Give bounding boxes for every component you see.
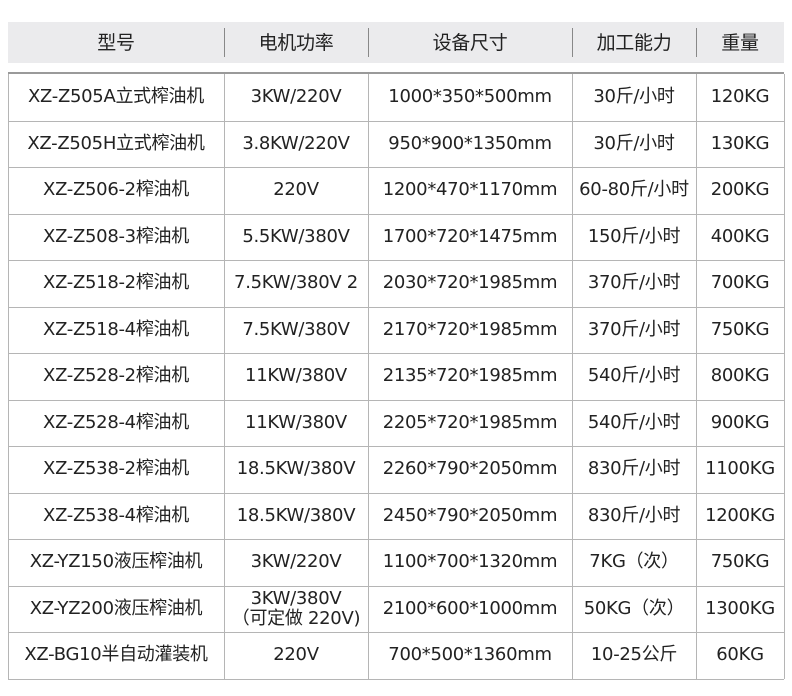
table-cell: 50KG（次） (583, 597, 685, 619)
table-cell: 400KG (710, 225, 770, 247)
row-border (8, 585, 784, 587)
table-cell: 1200*470*1170mm (382, 179, 558, 201)
table-cell: 1100KG (705, 458, 775, 480)
header-cell: 重量 (721, 31, 759, 54)
table-cell: 830斤/小时 (587, 504, 681, 526)
row-border (8, 539, 784, 540)
column-border (368, 74, 369, 679)
column-border (696, 74, 697, 679)
column-border (572, 74, 573, 679)
row-border (8, 213, 784, 215)
table-cell: 700*500*1360mm (388, 644, 552, 666)
table-cell: 1000*350*500mm (388, 86, 552, 108)
table-cell: 120KG (710, 86, 770, 108)
table-cell: 130KG (710, 132, 770, 154)
table-cell: 18.5KW/380V (236, 504, 356, 526)
row-border (8, 399, 784, 401)
table-cell: XZ-YZ200液压榨油机 (29, 597, 203, 619)
column-border (224, 74, 225, 679)
table-cell: 7KG（次） (589, 551, 679, 573)
table-cell: 220V (273, 644, 319, 666)
header-background (8, 22, 784, 63)
table-cell: 60-80斤/小时 (579, 179, 689, 201)
table-top-border (8, 72, 784, 74)
table-cell: 540斤/小时 (587, 411, 681, 433)
header-divider (696, 28, 697, 57)
table-cell: 3KW/380V （可定做 220V) (231, 587, 361, 629)
table-cell: 3.8KW/220V (242, 132, 350, 154)
table-cell: XZ-Z538-4榨油机 (43, 504, 189, 526)
header-cell: 型号 (97, 31, 135, 54)
table-cell: 11KW/380V (245, 411, 347, 433)
table-cell: 1100*700*1320mm (382, 551, 558, 573)
table-cell: 2450*790*2050mm (382, 504, 558, 526)
column-border (8, 74, 9, 679)
table-cell: 60KG (716, 644, 764, 666)
header-cell: 设备尺寸 (432, 31, 508, 54)
row-border (8, 678, 784, 680)
table-cell: XZ-Z505H立式榨油机 (27, 132, 205, 154)
row-border (8, 492, 784, 494)
table-cell: 30斤/小时 (593, 86, 675, 108)
table-cell: XZ-Z538-2榨油机 (43, 458, 189, 480)
table-cell: XZ-Z518-4榨油机 (43, 318, 189, 340)
header-divider (572, 28, 573, 57)
table-cell: 200KG (710, 179, 770, 201)
table-cell: XZ-Z506-2榨油机 (43, 179, 189, 201)
row-border (8, 632, 784, 633)
table-cell: 750KG (710, 318, 770, 340)
table-cell: 3KW/220V (250, 551, 342, 573)
table-cell: XZ-Z508-3榨油机 (43, 225, 189, 247)
header-cell: 电机功率 (258, 31, 334, 54)
table-cell: 2135*720*1985mm (382, 365, 558, 387)
table-cell: 7.5KW/380V (242, 318, 350, 340)
table-cell: 2030*720*1985mm (382, 272, 558, 294)
table-cell: XZ-Z528-2榨油机 (43, 365, 189, 387)
header-cell: 加工能力 (596, 31, 672, 54)
row-border (8, 353, 784, 354)
table-cell: 2170*720*1985mm (382, 318, 558, 340)
table-cell: 370斤/小时 (587, 318, 681, 340)
row-border (8, 120, 784, 122)
table-cell: 18.5KW/380V (236, 458, 356, 480)
table-cell: 370斤/小时 (587, 272, 681, 294)
row-border (8, 446, 784, 447)
table-cell: 950*900*1350mm (388, 132, 552, 154)
row-border (8, 167, 784, 168)
header-divider (368, 28, 369, 57)
table-cell: 540斤/小时 (587, 365, 681, 387)
table-cell: 150斤/小时 (587, 225, 681, 247)
column-border (784, 74, 785, 679)
table-cell: 830斤/小时 (587, 458, 681, 480)
table-cell: 3KW/220V (250, 86, 342, 108)
table-cell: 5.5KW/380V (242, 225, 350, 247)
table-cell: XZ-Z528-4榨油机 (43, 411, 189, 433)
header-divider (224, 28, 225, 57)
table-cell: 10-25公斤 (590, 644, 678, 666)
table-cell: 30斤/小时 (593, 132, 675, 154)
table-cell: XZ-YZ150液压榨油机 (29, 551, 203, 573)
table-cell: 1200KG (705, 504, 775, 526)
table-cell: 900KG (710, 411, 770, 433)
table-cell: 700KG (710, 272, 770, 294)
table-cell: 7.5KW/380V 2 (234, 272, 358, 294)
row-border (8, 306, 784, 308)
table-cell: 1700*720*1475mm (382, 225, 558, 247)
table-cell: 2260*790*2050mm (382, 458, 558, 480)
table-cell: XZ-BG10半自动灌装机 (24, 644, 208, 666)
table-cell: XZ-Z505A立式榨油机 (28, 86, 204, 108)
table-cell: 2100*600*1000mm (382, 597, 558, 619)
table-cell: 2205*720*1985mm (382, 411, 558, 433)
row-border (8, 260, 784, 261)
table-cell: 1300KG (705, 597, 775, 619)
table-cell: XZ-Z518-2榨油机 (43, 272, 189, 294)
table-cell: 800KG (710, 365, 770, 387)
table-cell: 220V (273, 179, 319, 201)
table-cell: 11KW/380V (245, 365, 347, 387)
table-cell: 750KG (710, 551, 770, 573)
